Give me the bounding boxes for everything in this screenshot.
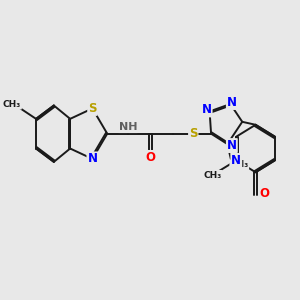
Text: N: N [227, 96, 237, 109]
Text: CH₃: CH₃ [230, 160, 248, 169]
Text: N: N [231, 154, 241, 167]
Text: S: S [88, 102, 97, 115]
Text: N: N [87, 152, 98, 165]
Text: N: N [227, 139, 237, 152]
Text: O: O [145, 151, 155, 164]
Text: O: O [260, 187, 269, 200]
Text: CH₃: CH₃ [3, 100, 21, 109]
Text: CH₃: CH₃ [203, 171, 222, 180]
Text: S: S [189, 127, 197, 140]
Text: NH: NH [119, 122, 137, 132]
Text: N: N [202, 103, 212, 116]
